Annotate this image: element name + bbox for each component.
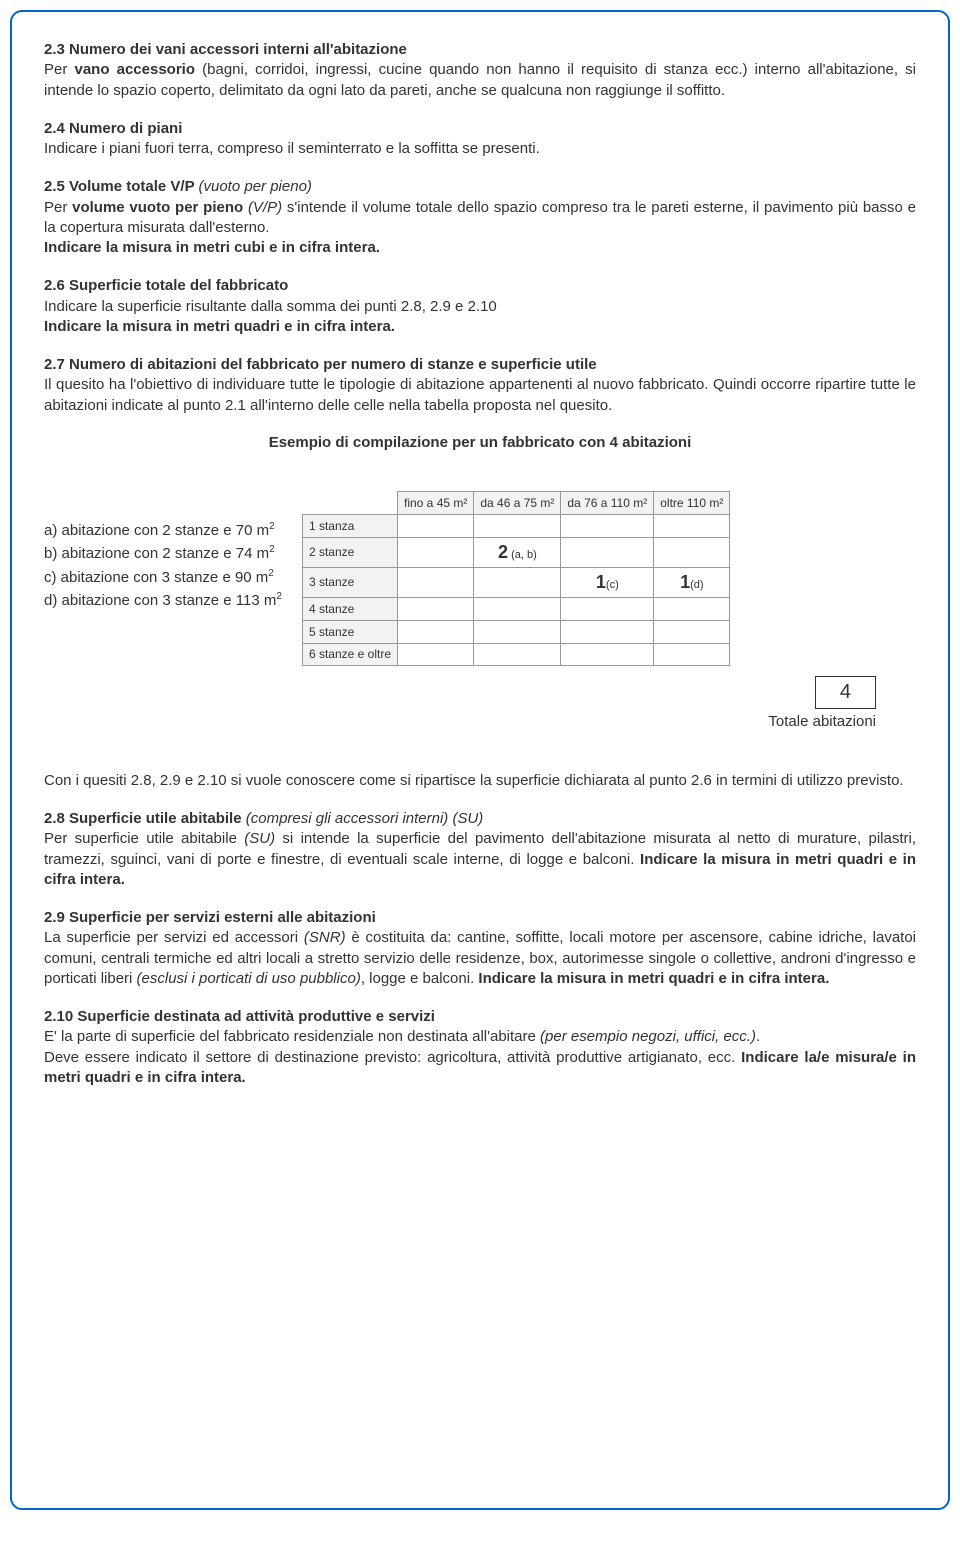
section-2-7: 2.7 Numero di abitazioni del fabbricato …: [44, 355, 916, 416]
table-row: 4 stanze: [302, 597, 729, 620]
cell-3-4: 1(d): [654, 567, 730, 597]
row-6: 6 stanze e oltre: [302, 643, 397, 665]
cell-2-2: 2 (a, b): [474, 537, 561, 567]
cell-3-3: 1(c): [561, 567, 654, 597]
section-2-4: 2.4 Numero di piani Indicare i piani fuo…: [44, 119, 916, 160]
text-2-8: Per superficie utile abitabile (SU) si i…: [44, 829, 916, 890]
total-box: 4: [815, 676, 876, 709]
heading-2-6: 2.6 Superficie totale del fabbricato: [44, 276, 916, 296]
text-2-5-instr: Indicare la misura in metri cubi e in ci…: [44, 238, 916, 258]
example-item-a: a) abitazione con 2 stanze e 70 m2: [44, 519, 282, 543]
total-wrap: 4 Totale abitazioni: [44, 676, 876, 731]
col-2: da 46 a 75 m²: [474, 491, 561, 514]
heading-2-10: 2.10 Superficie destinata ad attività pr…: [44, 1007, 916, 1027]
section-2-3: 2.3 Numero dei vani accessori interni al…: [44, 40, 916, 101]
table-row: 6 stanze e oltre: [302, 643, 729, 665]
row-5: 5 stanze: [302, 620, 397, 643]
text-2-5: Per volume vuoto per pieno (V/P) s'inten…: [44, 198, 916, 239]
page-frame: 2.3 Numero dei vani accessori interni al…: [10, 10, 950, 1510]
heading-2-5: 2.5 Volume totale V/P (vuoto per pieno): [44, 177, 916, 197]
col-1: fino a 45 m²: [398, 491, 474, 514]
section-2-6: 2.6 Superficie totale del fabbricato Ind…: [44, 276, 916, 337]
text-2-10-2: Deve essere indicato il settore di desti…: [44, 1048, 916, 1089]
section-2-5: 2.5 Volume totale V/P (vuoto per pieno) …: [44, 177, 916, 258]
col-3: da 76 a 110 m²: [561, 491, 654, 514]
row-3: 3 stanze: [302, 567, 397, 597]
heading-2-8: 2.8 Superficie utile abitabile (compresi…: [44, 809, 916, 829]
heading-2-3: 2.3 Numero dei vani accessori interni al…: [44, 40, 916, 60]
example-table: fino a 45 m² da 46 a 75 m² da 76 a 110 m…: [302, 491, 730, 666]
row-2: 2 stanze: [302, 537, 397, 567]
text-2-9: La superficie per servizi ed accessori (…: [44, 928, 916, 989]
example-list: a) abitazione con 2 stanze e 70 m2 b) ab…: [44, 491, 282, 613]
section-2-10: 2.10 Superficie destinata ad attività pr…: [44, 1007, 916, 1088]
section-2-9: 2.9 Superficie per servizi esterni alle …: [44, 908, 916, 989]
after-p1: Con i quesiti 2.8, 2.9 e 2.10 si vuole c…: [44, 771, 916, 791]
example-item-b: b) abitazione con 2 stanze e 74 m2: [44, 542, 282, 566]
table-row: 2 stanze 2 (a, b): [302, 537, 729, 567]
example-table-wrap: fino a 45 m² da 46 a 75 m² da 76 a 110 m…: [302, 491, 730, 666]
col-4: oltre 110 m²: [654, 491, 730, 514]
text-2-7: Il quesito ha l'obiettivo di individuare…: [44, 375, 916, 416]
example-item-c: c) abitazione con 3 stanze e 90 m2: [44, 566, 282, 590]
heading-2-9: 2.9 Superficie per servizi esterni alle …: [44, 908, 916, 928]
text-2-3: Per vano accessorio (bagni, corridoi, in…: [44, 60, 916, 101]
text-2-6-1: Indicare la superficie risultante dalla …: [44, 297, 916, 317]
row-1: 1 stanza: [302, 514, 397, 537]
table-row: 3 stanze 1(c) 1(d): [302, 567, 729, 597]
example-block: a) abitazione con 2 stanze e 70 m2 b) ab…: [44, 491, 916, 666]
table-row: 5 stanze: [302, 620, 729, 643]
text-2-6-2: Indicare la misura in metri quadri e in …: [44, 317, 916, 337]
text-2-10-1: E' la parte di superficie del fabbricato…: [44, 1027, 916, 1047]
after-text: Con i quesiti 2.8, 2.9 e 2.10 si vuole c…: [44, 771, 916, 791]
heading-2-4: 2.4 Numero di piani: [44, 119, 916, 139]
table-row: 1 stanza: [302, 514, 729, 537]
total-label: Totale abitazioni: [768, 713, 876, 730]
section-2-8: 2.8 Superficie utile abitabile (compresi…: [44, 809, 916, 890]
example-heading: Esempio di compilazione per un fabbricat…: [44, 434, 916, 451]
example-item-d: d) abitazione con 3 stanze e 113 m2: [44, 589, 282, 613]
row-4: 4 stanze: [302, 597, 397, 620]
text-2-4: Indicare i piani fuori terra, compreso i…: [44, 139, 916, 159]
heading-2-7: 2.7 Numero di abitazioni del fabbricato …: [44, 355, 916, 375]
table-corner: [302, 491, 397, 514]
